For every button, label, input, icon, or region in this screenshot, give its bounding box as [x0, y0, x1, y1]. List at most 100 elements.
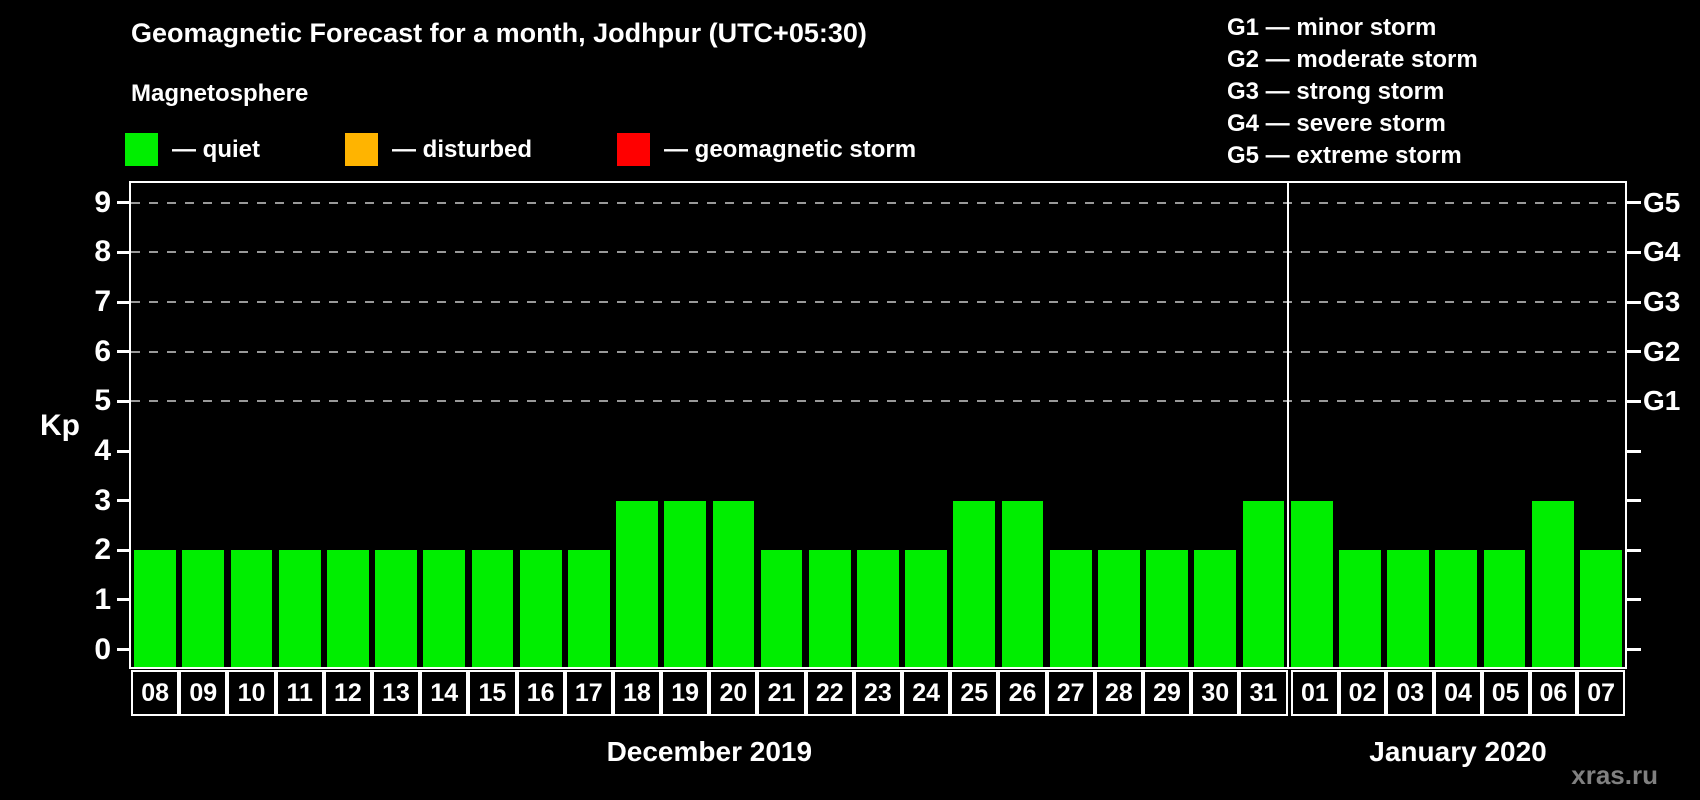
kp-bar-day-08	[134, 550, 176, 667]
day-cell-08: 08	[131, 670, 180, 716]
day-cell-27: 27	[1046, 670, 1095, 716]
day-cell-25: 25	[950, 670, 999, 716]
storm-scale-item-g3: G3 — strong storm	[1227, 78, 1445, 105]
kp-bar-day-26	[1001, 500, 1044, 667]
kp-bar-day-22	[808, 550, 851, 667]
legend-item-quiet: — quiet	[125, 133, 260, 166]
right-axis-label-g5: G5	[1643, 186, 1681, 218]
gridline-kp6	[131, 350, 1625, 353]
storm-scale-item-g4: G4 — severe storm	[1227, 110, 1446, 137]
kp-bar-day-06	[1531, 500, 1574, 667]
y-axis-tick-label: 0	[94, 632, 111, 666]
y-axis-tick-left	[117, 499, 131, 503]
y-axis-tick-right	[1627, 648, 1641, 652]
month-separator-line	[1286, 183, 1289, 667]
kp-bar-day-16	[519, 550, 562, 667]
gridline-kp5	[131, 400, 1625, 403]
y-axis-tick-left	[117, 201, 131, 205]
day-cell-12: 12	[323, 670, 372, 716]
kp-bar-day-05	[1483, 550, 1526, 667]
quiet-color-swatch	[125, 133, 158, 166]
y-axis-tick-left	[117, 648, 131, 652]
gridline-kp8	[131, 251, 1625, 254]
xras-watermark-link[interactable]: xras.ru	[1571, 760, 1658, 790]
storm-color-swatch	[617, 133, 650, 166]
y-axis-tick-right	[1627, 300, 1641, 304]
day-cell-02: 02	[1338, 670, 1387, 716]
day-cell-09: 09	[179, 670, 228, 716]
kp-bar-day-14	[423, 550, 466, 667]
kp-bar-day-07	[1580, 550, 1622, 667]
day-cell-05: 05	[1481, 670, 1530, 716]
day-cell-11: 11	[275, 670, 324, 716]
y-axis-tick-right	[1627, 499, 1641, 503]
kp-bar-day-03	[1387, 550, 1429, 667]
y-axis-tick-left	[117, 350, 131, 354]
month-label-december: December 2019	[606, 736, 813, 767]
y-axis-tick-label: 9	[94, 185, 111, 219]
kp-bar-day-20	[712, 500, 755, 667]
storm-scale-item-g5: G5 — extreme storm	[1227, 142, 1462, 169]
day-cell-23: 23	[853, 670, 902, 716]
y-axis-tick-right	[1627, 449, 1641, 453]
day-cell-22: 22	[805, 670, 854, 716]
disturbed-color-swatch	[345, 133, 378, 166]
legend-label-quiet: — quiet	[172, 135, 260, 163]
right-axis-label-g2: G2	[1643, 335, 1681, 367]
y-axis-tick-right	[1627, 350, 1641, 354]
kp-bar-day-27	[1049, 550, 1092, 667]
kp-bar-day-04	[1435, 550, 1478, 667]
legend-item-disturbed: — disturbed	[345, 133, 532, 166]
kp-bar-day-11	[278, 550, 321, 667]
y-axis-tick-left	[117, 399, 131, 403]
kp-bar-day-10	[230, 550, 273, 667]
kp-bar-day-19	[664, 500, 707, 667]
y-axis-tick-label: 8	[94, 235, 111, 269]
y-axis-tick-left	[117, 598, 131, 602]
day-cell-15: 15	[468, 670, 517, 716]
day-cell-18: 18	[612, 670, 662, 716]
day-cell-20: 20	[709, 670, 758, 716]
kp-bar-day-25	[953, 500, 996, 667]
storm-scale-legend: G1 — minor storm G2 — moderate storm G3 …	[1227, 12, 1478, 172]
kp-bar-day-13	[375, 550, 417, 667]
day-cell-30: 30	[1191, 670, 1240, 716]
storm-scale-item-g1: G1 — minor storm	[1227, 14, 1437, 41]
right-axis-label-g4: G4	[1643, 236, 1681, 268]
day-cell-21: 21	[757, 670, 806, 716]
y-axis-tick-label: 7	[94, 285, 111, 319]
y-axis-tick-label: 2	[94, 533, 111, 567]
kp-bar-day-15	[471, 550, 514, 667]
kp-bar-day-24	[905, 550, 948, 667]
kp-bar-day-23	[857, 550, 899, 667]
kp-bar-day-21	[760, 550, 803, 667]
kp-bar-day-18	[616, 500, 658, 667]
y-axis-tick-label: 1	[94, 582, 111, 616]
month-label-january: January 2020	[1369, 736, 1547, 767]
kp-bar-day-28	[1098, 550, 1140, 667]
day-cell-04: 04	[1434, 670, 1482, 716]
y-axis-tick-label: 3	[94, 483, 111, 517]
day-cell-06: 06	[1529, 670, 1578, 716]
y-axis-tick-left	[117, 548, 131, 552]
day-cell-24: 24	[902, 670, 951, 716]
y-axis-tick-left	[117, 449, 131, 453]
day-cell-17: 17	[564, 670, 613, 716]
y-axis-tick-label: 4	[94, 434, 111, 468]
page-title: Geomagnetic Forecast for a month, Jodhpu…	[131, 18, 867, 48]
kp-bar-day-01	[1290, 500, 1333, 667]
day-cell-01: 01	[1291, 670, 1339, 716]
day-cell-13: 13	[371, 670, 421, 716]
day-cell-29: 29	[1142, 670, 1192, 716]
y-axis-tick-right	[1627, 201, 1641, 205]
right-axis-label-g1: G1	[1643, 385, 1681, 417]
legend-label-disturbed: — disturbed	[392, 135, 533, 163]
kp-bar-day-02	[1339, 550, 1381, 667]
kp-bar-day-12	[326, 550, 369, 667]
day-cell-10: 10	[227, 670, 276, 716]
legend-label-storm: — geomagnetic storm	[664, 135, 917, 163]
day-label-row-december: 08 09 10 11 12 13 14 15 16 17 18 19 20 21 22 23 24 25 26 27…	[131, 670, 1288, 716]
day-cell-19: 19	[661, 670, 710, 716]
kp-bar-day-09	[182, 550, 225, 667]
